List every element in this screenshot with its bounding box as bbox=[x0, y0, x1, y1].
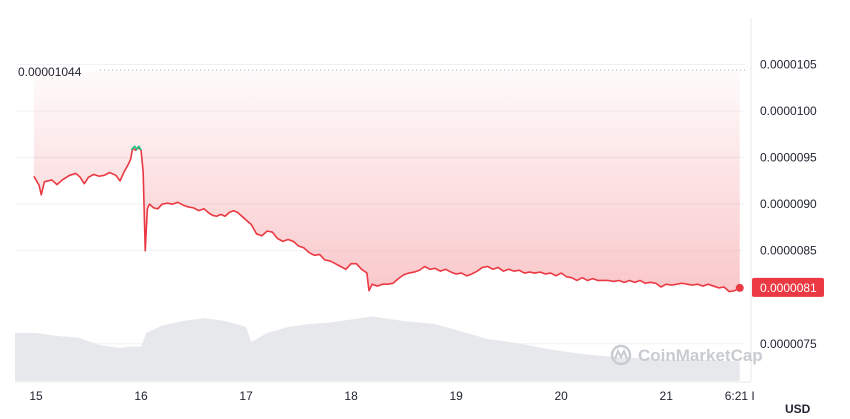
watermark-text: CoinMarketCap bbox=[638, 346, 763, 365]
area-shape bbox=[33, 70, 740, 292]
price-line bbox=[33, 144, 744, 293]
x-tick-label: 18 bbox=[344, 389, 358, 403]
coinmarketcap-mark bbox=[614, 348, 628, 360]
y-axis: 0.0000105 0.0000100 0.0000095 0.0000090 0.00… bbox=[760, 58, 817, 351]
coinmarketcap-icon bbox=[610, 344, 632, 366]
x-tick-label: 20 bbox=[555, 389, 569, 403]
volume-area bbox=[15, 316, 740, 381]
price-up-segment bbox=[130, 144, 142, 151]
volume-shape bbox=[15, 316, 740, 381]
current-price-label: 0.0000081 bbox=[760, 281, 817, 295]
current-price-dot bbox=[735, 283, 744, 292]
y-tick-label: 0.0000095 bbox=[760, 151, 817, 165]
coinmarketcap-logo: CoinMarketCap bbox=[610, 344, 763, 366]
x-tick-label: 16 bbox=[134, 389, 148, 403]
y-tick-label: 0.0000075 bbox=[760, 337, 817, 351]
reference-price-label: 0.00001044 bbox=[18, 65, 82, 79]
current-price-tag: 0.0000081 bbox=[752, 277, 824, 297]
currency-label: USD bbox=[785, 402, 811, 416]
x-tick-label: 15 bbox=[29, 389, 43, 403]
x-tick-label: 6:21 I bbox=[725, 389, 755, 403]
y-tick-label: 0.0000090 bbox=[760, 197, 817, 211]
price-area-fill bbox=[33, 70, 740, 292]
y-tick-label: 0.0000100 bbox=[760, 104, 817, 118]
x-tick-label: 17 bbox=[239, 389, 253, 403]
x-tick-label: 19 bbox=[449, 389, 463, 403]
x-tick-label: 21 bbox=[660, 389, 674, 403]
y-tick-label: 0.0000085 bbox=[760, 244, 817, 258]
y-tick-label: 0.0000105 bbox=[760, 58, 817, 72]
x-axis: 15 16 17 18 19 20 21 6:21 I bbox=[29, 389, 754, 403]
